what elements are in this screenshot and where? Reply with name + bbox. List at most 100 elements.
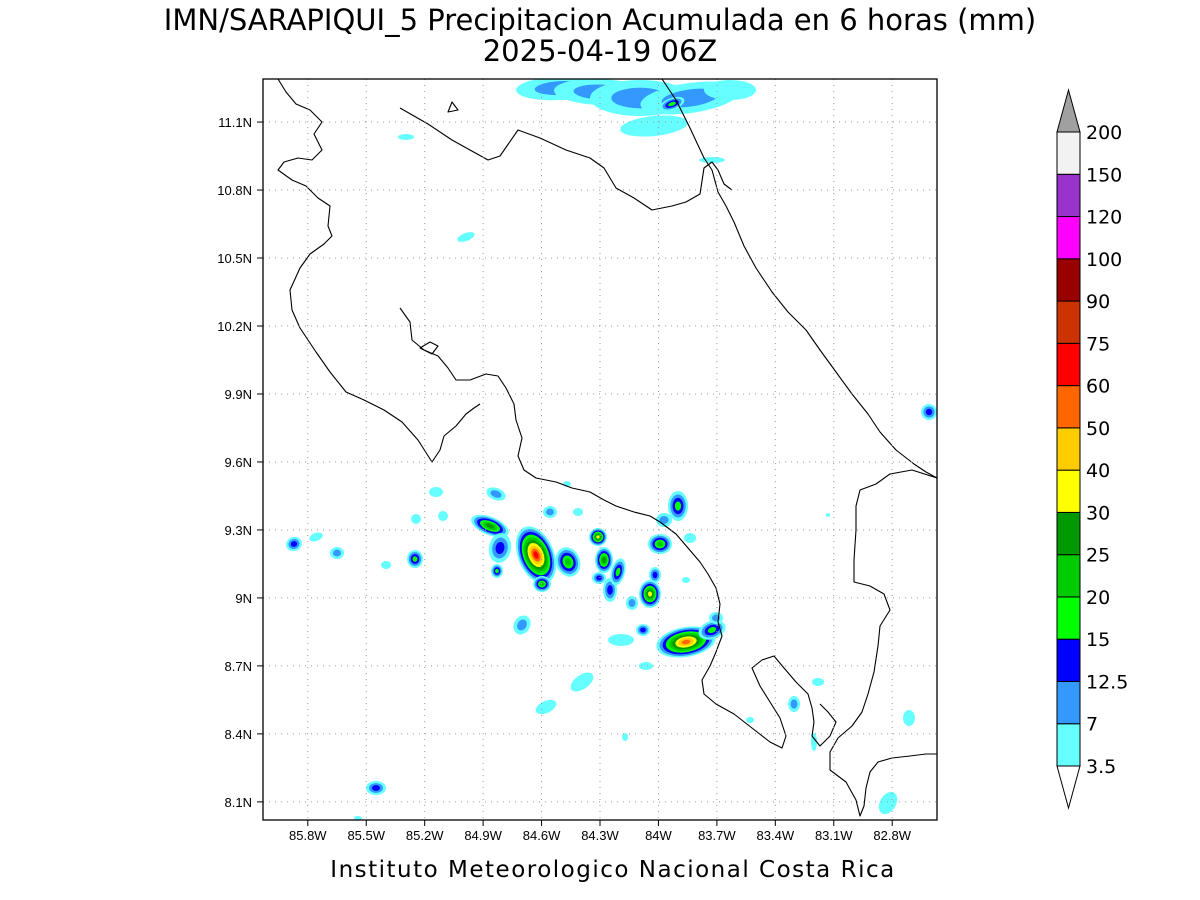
colorbar-label: 75 xyxy=(1086,333,1110,355)
rain-contour xyxy=(517,619,527,631)
panama-border xyxy=(829,469,937,817)
colorbar-swatch xyxy=(1056,723,1081,767)
rain-contour xyxy=(608,634,634,646)
map-title: IMN/SARAPIQUI_5 Precipitacion Acumulada … xyxy=(164,3,1036,37)
coastline-layer xyxy=(277,79,937,817)
longitude-tick-label: 85.2W xyxy=(406,828,444,843)
lake-nicaragua-island xyxy=(447,101,459,113)
rain-contour xyxy=(640,627,646,633)
latitude-tick-label: 10.2N xyxy=(217,319,252,334)
rain-contour xyxy=(681,639,691,645)
latitude-tick-label: 8.7N xyxy=(225,659,252,674)
colorbar-swatch xyxy=(1056,596,1081,640)
rain-contour xyxy=(564,558,572,566)
colorbar-over-triangle xyxy=(1056,88,1081,133)
rain-contour xyxy=(495,568,499,574)
rain-contour xyxy=(412,556,418,562)
nicoya-inner-island xyxy=(419,341,439,355)
plot-background xyxy=(263,79,937,820)
rain-contour xyxy=(652,571,658,579)
latitude-tick-label: 10.8N xyxy=(217,183,252,198)
colorbar-under-triangle xyxy=(1056,765,1081,810)
caribbean-coastline xyxy=(661,79,937,479)
rain-contour xyxy=(878,791,898,815)
latitude-tick-label: 11.1N xyxy=(218,115,252,130)
colorbar-swatch xyxy=(1056,680,1081,725)
rain-contour xyxy=(429,487,443,497)
colorbar-label: 150 xyxy=(1086,164,1122,186)
colorbar-label: 40 xyxy=(1086,460,1110,482)
colorbar-swatch xyxy=(1056,427,1081,471)
rain-contour xyxy=(495,541,505,555)
rain-contour xyxy=(545,508,555,516)
colorbar-label: 30 xyxy=(1086,502,1110,524)
colorbar-swatch xyxy=(1056,342,1081,387)
colorbar-label: 3.5 xyxy=(1086,756,1116,778)
colorbar-label: 25 xyxy=(1086,545,1110,567)
colorbar-label: 100 xyxy=(1086,249,1122,271)
gulf-of-nicoya-coastline xyxy=(399,307,837,749)
rain-contour xyxy=(596,535,600,539)
latitude-tick-label: 9.3N xyxy=(225,523,252,538)
rain-contour xyxy=(659,515,669,525)
rain-contour xyxy=(826,513,830,517)
rain-contour xyxy=(647,591,653,597)
rain-contour xyxy=(411,514,421,524)
colorbar-label: 60 xyxy=(1086,376,1110,398)
longitude-tick-label: 84.3W xyxy=(581,828,619,843)
rain-contour xyxy=(602,557,606,563)
colorbar-label: 7 xyxy=(1086,714,1098,736)
colorbar-swatch xyxy=(1056,469,1081,513)
map-subtitle-datetime: 2025-04-19 06Z xyxy=(483,34,718,68)
rain-contour xyxy=(596,575,602,581)
rain-contour xyxy=(903,710,915,726)
latitude-tick-label: 9.9N xyxy=(225,387,252,402)
longitude-tick-label: 83.4W xyxy=(757,828,795,843)
colorbar-label: 200 xyxy=(1086,122,1122,144)
colorbar-label: 15 xyxy=(1086,629,1110,651)
rain-contour xyxy=(573,508,583,516)
latitude-tick-label: 10.5N xyxy=(217,251,252,266)
rain-contour xyxy=(607,585,613,595)
rain-contour xyxy=(656,541,664,547)
colorbar-label: 120 xyxy=(1086,207,1122,229)
institution-footer: Instituto Meteorologico Nacional Costa R… xyxy=(330,857,895,883)
rain-contour xyxy=(628,598,636,608)
rain-contour xyxy=(438,511,448,521)
colorbar-label: 90 xyxy=(1086,291,1110,313)
colorbar-swatch xyxy=(1056,131,1081,175)
latitude-tick-label: 8.1N xyxy=(225,795,252,810)
colorbar-swatch xyxy=(1056,300,1081,344)
colorbar-label: 50 xyxy=(1086,418,1110,440)
latitude-tick-label: 8.4N xyxy=(225,727,252,742)
rain-contour xyxy=(354,816,362,820)
longitude-tick-label: 83.7W xyxy=(698,828,736,843)
rain-contour xyxy=(622,733,628,741)
rain-contour xyxy=(533,551,539,559)
longitude-axis-labels: 85.8W 85.5W 85.2W 84.9W 84.6W 84.3W 84W 83.7W 83… xyxy=(289,820,912,843)
rain-contour xyxy=(398,134,414,140)
rain-contour xyxy=(707,626,717,634)
longitude-tick-label: 82.8W xyxy=(873,828,911,843)
map-gridlines xyxy=(263,79,937,820)
longitude-tick-label: 83.1W xyxy=(815,828,853,843)
longitude-tick-label: 85.8W xyxy=(289,828,327,843)
rain-contour xyxy=(668,101,676,107)
colorbar-label: 12.5 xyxy=(1086,671,1128,693)
rain-contour xyxy=(371,785,381,791)
nicaragua-border xyxy=(399,107,733,211)
latitude-tick-label: 9N xyxy=(235,591,252,606)
rain-contour xyxy=(704,80,756,100)
longitude-tick-label: 84.6W xyxy=(523,828,561,843)
rain-contour xyxy=(699,157,725,163)
rain-contour xyxy=(570,672,594,692)
rain-contour xyxy=(812,678,824,686)
colorbar-swatch xyxy=(1056,258,1081,302)
precipitation-colorbar: 3.5 7 12.5 15 20 25 30 40 50 60 75 90 100 120 150 200 xyxy=(1056,88,1128,810)
rain-contour xyxy=(746,717,754,723)
colorbar-swatch xyxy=(1056,511,1081,556)
rain-contour xyxy=(639,662,653,670)
rain-contour xyxy=(615,567,621,577)
longitude-tick-label: 84.9W xyxy=(464,828,502,843)
